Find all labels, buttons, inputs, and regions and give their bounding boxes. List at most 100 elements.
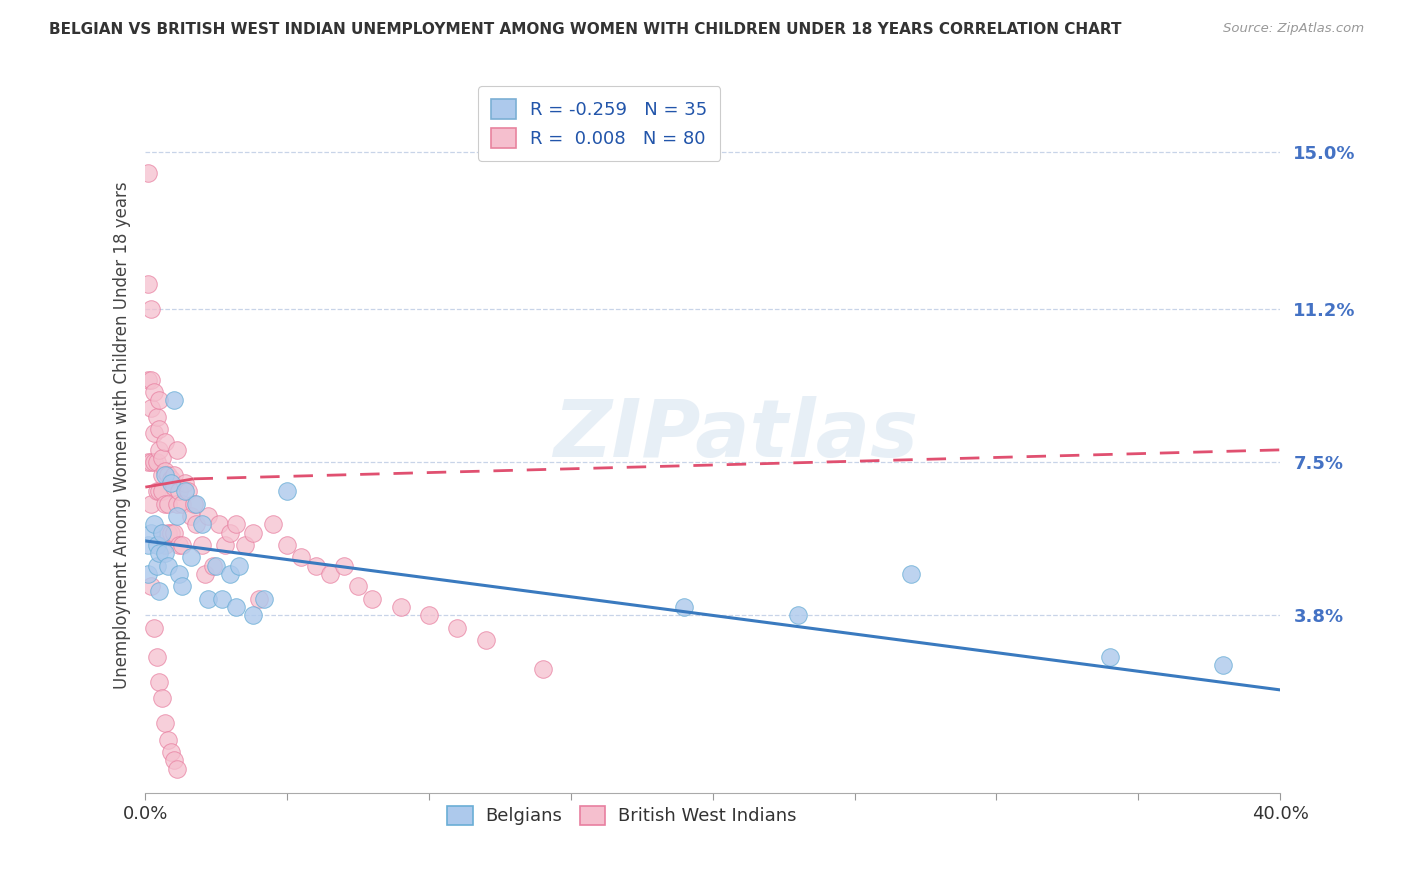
Point — [142, 384, 165, 399]
Point — [139, 372, 162, 386]
Point — [148, 422, 170, 436]
Point — [160, 472, 183, 486]
Point — [205, 558, 228, 573]
Point — [153, 434, 176, 449]
Point — [163, 753, 186, 767]
Point — [142, 621, 165, 635]
Point — [163, 467, 186, 482]
Point — [160, 525, 183, 540]
Point — [262, 517, 284, 532]
Point — [172, 497, 194, 511]
Point — [145, 649, 167, 664]
Point — [148, 546, 170, 560]
Point — [333, 558, 356, 573]
Point — [197, 509, 219, 524]
Point — [191, 517, 214, 532]
Y-axis label: Unemployment Among Women with Children Under 18 years: Unemployment Among Women with Children U… — [114, 182, 131, 690]
Point — [276, 538, 298, 552]
Point — [228, 558, 250, 573]
Point — [136, 455, 159, 469]
Point — [474, 633, 496, 648]
Point — [145, 538, 167, 552]
Point — [153, 467, 176, 482]
Point — [900, 567, 922, 582]
Point — [156, 467, 179, 482]
Point — [156, 558, 179, 573]
Point — [136, 277, 159, 292]
Point — [166, 497, 188, 511]
Point — [361, 591, 384, 606]
Point — [319, 567, 342, 582]
Point — [145, 558, 167, 573]
Point — [172, 538, 194, 552]
Point — [197, 591, 219, 606]
Point — [150, 451, 173, 466]
Point — [163, 525, 186, 540]
Point — [145, 484, 167, 499]
Point — [160, 475, 183, 490]
Point — [160, 745, 183, 759]
Point — [219, 525, 242, 540]
Point — [139, 525, 162, 540]
Point — [191, 538, 214, 552]
Point — [153, 716, 176, 731]
Point — [247, 591, 270, 606]
Point — [148, 442, 170, 457]
Point — [211, 591, 233, 606]
Point — [242, 525, 264, 540]
Point — [150, 467, 173, 482]
Point — [166, 509, 188, 524]
Point — [153, 546, 176, 560]
Point — [304, 558, 326, 573]
Point — [166, 762, 188, 776]
Point — [186, 517, 208, 532]
Point — [225, 517, 247, 532]
Point — [214, 538, 236, 552]
Point — [150, 691, 173, 706]
Point — [156, 732, 179, 747]
Point — [531, 662, 554, 676]
Point — [219, 567, 242, 582]
Point — [174, 475, 197, 490]
Point — [150, 525, 173, 540]
Point — [139, 401, 162, 416]
Point — [208, 517, 231, 532]
Point — [169, 538, 191, 552]
Point — [136, 567, 159, 582]
Point — [153, 538, 176, 552]
Point — [225, 600, 247, 615]
Point — [136, 166, 159, 180]
Point — [139, 455, 162, 469]
Legend: Belgians, British West Indians: Belgians, British West Indians — [439, 797, 806, 834]
Text: ZIPatlas: ZIPatlas — [553, 396, 918, 475]
Point — [136, 372, 159, 386]
Point — [145, 455, 167, 469]
Point — [242, 608, 264, 623]
Point — [153, 497, 176, 511]
Point — [233, 538, 256, 552]
Point — [177, 484, 200, 499]
Point — [186, 497, 208, 511]
Point — [166, 442, 188, 457]
Point — [142, 426, 165, 441]
Text: BELGIAN VS BRITISH WEST INDIAN UNEMPLOYMENT AMONG WOMEN WITH CHILDREN UNDER 18 Y: BELGIAN VS BRITISH WEST INDIAN UNEMPLOYM… — [49, 22, 1122, 37]
Point — [139, 579, 162, 593]
Point — [290, 550, 312, 565]
Point — [786, 608, 808, 623]
Point — [389, 600, 412, 615]
Point — [163, 393, 186, 408]
Point — [174, 484, 197, 499]
Point — [150, 525, 173, 540]
Point — [347, 579, 370, 593]
Point — [142, 517, 165, 532]
Point — [139, 302, 162, 317]
Text: Source: ZipAtlas.com: Source: ZipAtlas.com — [1223, 22, 1364, 36]
Point — [142, 455, 165, 469]
Point — [1212, 658, 1234, 673]
Point — [1098, 649, 1121, 664]
Point — [183, 497, 205, 511]
Point — [136, 538, 159, 552]
Point — [148, 583, 170, 598]
Point — [276, 484, 298, 499]
Point — [156, 497, 179, 511]
